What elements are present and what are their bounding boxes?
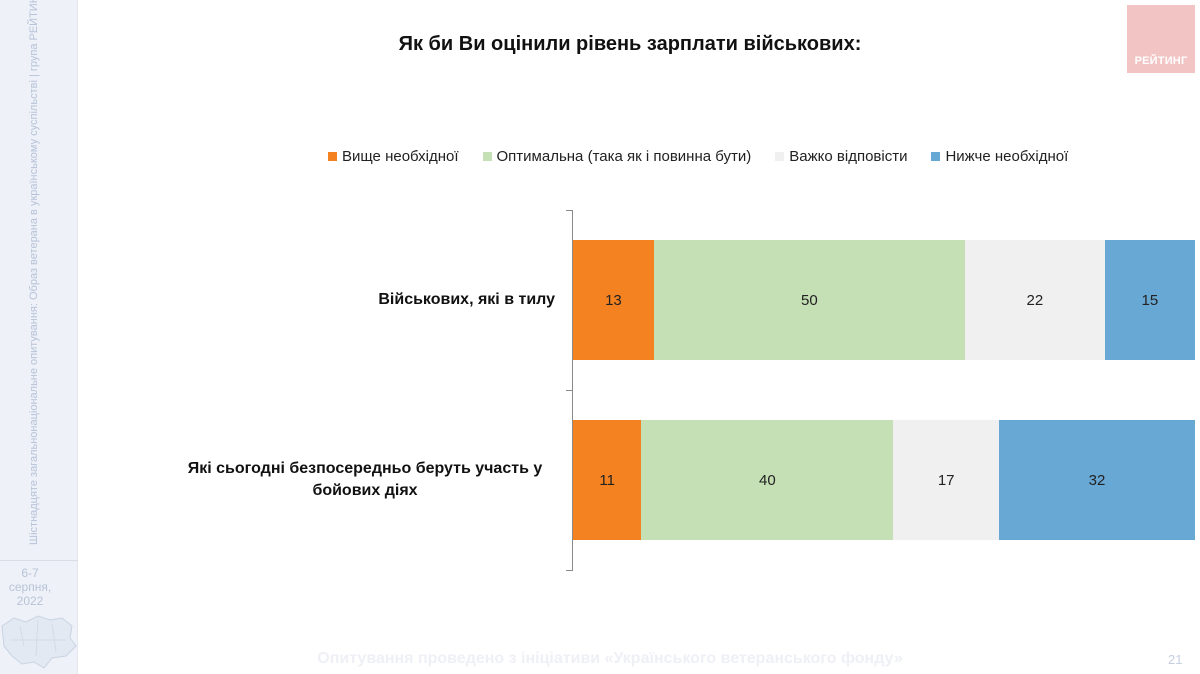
page-number: 21: [1168, 652, 1183, 667]
bar-segment-below: 15: [1104, 240, 1195, 360]
legend-label: Важко відповісти: [789, 148, 908, 165]
row-label-combat: Які сьогодні безпосередньо беруть участь…: [187, 460, 543, 499]
legend-label: Вище необхідної: [342, 148, 459, 165]
data-label: 15: [1141, 291, 1159, 309]
legend-item-below: Нижче необхідної: [931, 148, 1068, 165]
bar-segment-hard-to-say: 22: [964, 240, 1105, 360]
bar-segment-above: 11: [573, 420, 642, 540]
rating-logo: РЕЙТИНГ: [1127, 5, 1195, 73]
legend-swatch-green: [482, 152, 492, 161]
data-label: 17: [937, 471, 955, 489]
bar-segment-above: 13: [573, 240, 654, 360]
survey-date: 6-7 серпня, 2022: [0, 566, 60, 608]
side-divider: [0, 560, 78, 561]
data-label: 22: [1026, 291, 1044, 309]
date-line-2: 2022: [16, 594, 44, 608]
bar-row-rear: 13 50 22 15: [573, 240, 1195, 360]
data-label: 11: [599, 471, 615, 489]
axis-tick: [566, 210, 573, 211]
date-line-1: 6-7 серпня,: [8, 566, 52, 594]
legend-swatch-orange: [328, 152, 337, 161]
data-label: 32: [1088, 471, 1106, 489]
footer-note: Опитування проведено з ініціативи «Украї…: [317, 650, 903, 667]
legend-item-hard-to-say: Важко відповісти: [775, 148, 907, 165]
ukraine-map-icon: [1, 615, 77, 669]
data-label: 50: [801, 291, 818, 309]
survey-caption: Шістнадцяте загальнонаціональне опитуван…: [28, 0, 40, 545]
legend-item-optimal: Оптимальна (така як і повинна бути): [482, 148, 752, 165]
legend-swatch-blue: [931, 152, 941, 161]
legend-label: Нижче необхідної: [945, 148, 1069, 165]
legend-item-above: Вище необхідної: [328, 148, 459, 165]
legend-swatch-gray: [775, 152, 785, 161]
bar-segment-below: 32: [999, 420, 1195, 540]
bar-segment-hard-to-say: 17: [893, 420, 1000, 540]
bar-row-combat: 11 40 17 32: [573, 420, 1195, 540]
chart-legend: Вище необхідної Оптимальна (така як і по…: [328, 148, 1092, 165]
data-label: 40: [759, 471, 776, 489]
side-panel: Шістнадцяте загальнонаціональне опитуван…: [0, 0, 78, 674]
row-label-rear: Військових, які в тилу: [378, 291, 555, 308]
bar-segment-optimal: 50: [653, 240, 965, 360]
bar-segment-optimal: 40: [641, 420, 894, 540]
data-label: 13: [605, 291, 622, 309]
axis-tick: [566, 390, 573, 391]
axis-tick: [566, 570, 573, 571]
chart-title: Як би Ви оцінили рівень зарплати військо…: [398, 33, 862, 55]
logo-text: РЕЙТИНГ: [1134, 55, 1188, 67]
legend-label: Оптимальна (така як і повинна бути): [496, 148, 752, 165]
